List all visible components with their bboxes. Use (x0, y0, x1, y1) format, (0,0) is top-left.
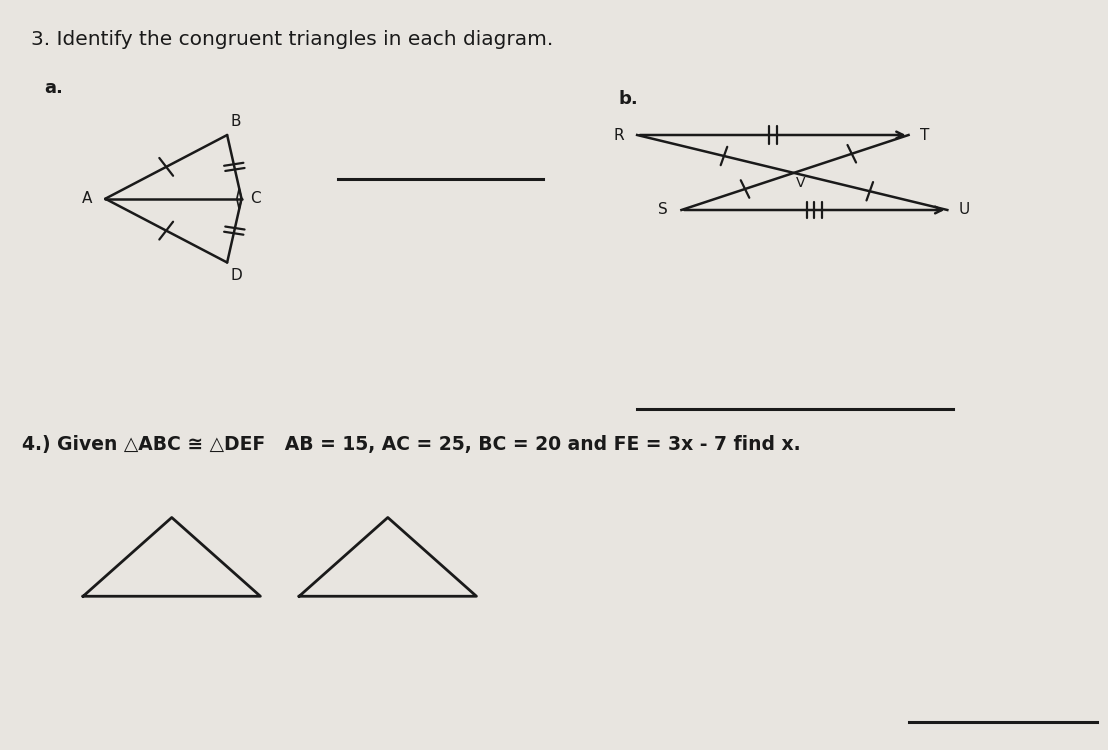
Text: D: D (230, 268, 243, 284)
Text: S: S (658, 202, 668, 217)
Text: 4.) Given △ABC ≅ △DEF   AB = 15, AC = 25, BC = 20 and FE = 3x - 7 find x.: 4.) Given △ABC ≅ △DEF AB = 15, AC = 25, … (22, 435, 801, 454)
Text: b.: b. (618, 90, 638, 108)
Text: U: U (958, 202, 970, 217)
Text: 3. Identify the congruent triangles in each diagram.: 3. Identify the congruent triangles in e… (31, 30, 553, 49)
Text: V: V (796, 176, 806, 190)
Text: a.: a. (44, 79, 63, 97)
Text: R: R (613, 128, 624, 142)
Text: C: C (250, 191, 261, 206)
Text: T: T (920, 128, 929, 142)
Text: A: A (82, 191, 92, 206)
Text: B: B (230, 114, 240, 129)
